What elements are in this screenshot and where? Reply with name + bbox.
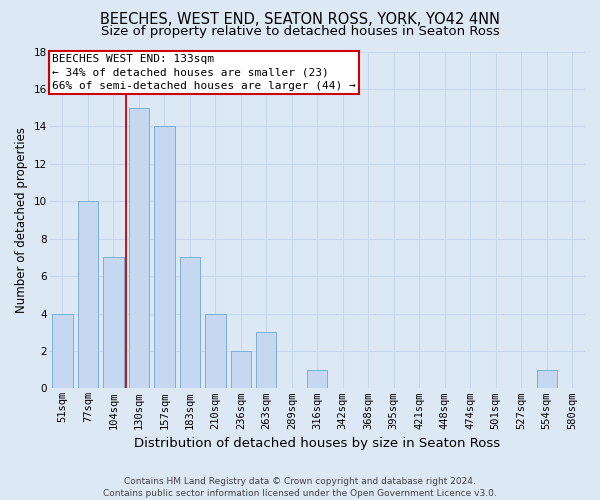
Bar — [52, 314, 73, 388]
Text: Contains HM Land Registry data © Crown copyright and database right 2024.
Contai: Contains HM Land Registry data © Crown c… — [103, 476, 497, 498]
Text: Size of property relative to detached houses in Seaton Ross: Size of property relative to detached ho… — [101, 25, 499, 38]
Bar — [256, 332, 277, 388]
Bar — [154, 126, 175, 388]
Bar — [103, 258, 124, 388]
Bar — [77, 201, 98, 388]
X-axis label: Distribution of detached houses by size in Seaton Ross: Distribution of detached houses by size … — [134, 437, 500, 450]
Bar — [179, 258, 200, 388]
Bar — [230, 351, 251, 389]
Text: BEECHES WEST END: 133sqm
← 34% of detached houses are smaller (23)
66% of semi-d: BEECHES WEST END: 133sqm ← 34% of detach… — [52, 54, 356, 90]
Text: BEECHES, WEST END, SEATON ROSS, YORK, YO42 4NN: BEECHES, WEST END, SEATON ROSS, YORK, YO… — [100, 12, 500, 28]
Bar — [128, 108, 149, 388]
Bar — [536, 370, 557, 388]
Y-axis label: Number of detached properties: Number of detached properties — [15, 127, 28, 313]
Bar — [205, 314, 226, 388]
Bar — [307, 370, 328, 388]
